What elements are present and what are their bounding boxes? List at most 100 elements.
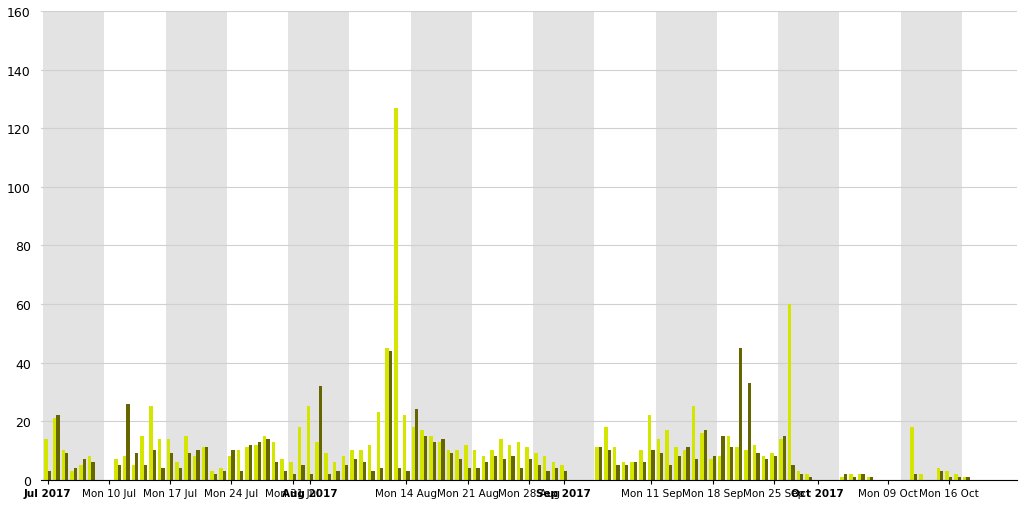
Bar xyxy=(158,439,162,480)
Bar xyxy=(622,462,625,480)
Bar xyxy=(74,468,77,480)
Bar xyxy=(703,430,708,480)
Bar xyxy=(730,447,733,480)
Bar xyxy=(205,447,208,480)
Bar xyxy=(788,305,792,480)
Bar xyxy=(727,436,730,480)
Bar xyxy=(954,474,957,480)
Bar xyxy=(336,471,340,480)
Bar xyxy=(118,465,121,480)
Bar xyxy=(535,453,538,480)
Bar xyxy=(464,445,468,480)
Bar xyxy=(655,12,717,480)
Bar xyxy=(853,477,856,480)
Bar xyxy=(757,453,760,480)
Bar xyxy=(485,462,488,480)
Bar xyxy=(735,447,738,480)
Bar xyxy=(202,447,205,480)
Bar xyxy=(175,462,179,480)
Bar xyxy=(389,351,392,480)
Bar xyxy=(669,465,672,480)
Bar xyxy=(674,447,678,480)
Bar xyxy=(666,430,669,480)
Bar xyxy=(490,450,494,480)
Bar xyxy=(660,453,664,480)
Bar xyxy=(421,430,424,480)
Bar xyxy=(342,457,345,480)
Bar xyxy=(920,474,923,480)
Bar xyxy=(456,450,459,480)
Bar xyxy=(187,453,190,480)
Bar xyxy=(162,468,165,480)
Bar xyxy=(61,450,66,480)
Bar xyxy=(354,460,357,480)
Bar xyxy=(47,471,51,480)
Bar xyxy=(940,471,943,480)
Bar xyxy=(738,348,742,480)
Bar xyxy=(538,465,541,480)
Bar xyxy=(71,471,74,480)
Bar xyxy=(656,439,660,480)
Bar xyxy=(552,462,555,480)
Bar xyxy=(861,474,864,480)
Bar xyxy=(179,468,182,480)
Bar xyxy=(254,445,258,480)
Bar xyxy=(543,457,546,480)
Bar xyxy=(517,442,520,480)
Bar xyxy=(115,460,118,480)
Bar xyxy=(293,474,296,480)
Bar xyxy=(350,450,354,480)
Bar xyxy=(686,447,689,480)
Bar xyxy=(237,450,240,480)
Bar xyxy=(809,477,812,480)
Bar xyxy=(858,474,861,480)
Bar xyxy=(806,474,809,480)
Bar xyxy=(79,465,83,480)
Bar xyxy=(718,457,721,480)
Bar xyxy=(511,457,515,480)
Bar xyxy=(153,450,156,480)
Bar xyxy=(301,465,304,480)
Bar xyxy=(599,447,602,480)
Bar xyxy=(648,416,651,480)
Bar xyxy=(528,460,532,480)
Bar xyxy=(368,445,372,480)
Bar xyxy=(500,439,503,480)
Bar xyxy=(476,468,479,480)
Bar xyxy=(228,457,231,480)
Bar xyxy=(412,427,415,480)
Bar xyxy=(126,403,130,480)
Bar xyxy=(957,477,961,480)
Bar xyxy=(411,12,472,480)
Bar xyxy=(604,427,607,480)
Bar xyxy=(446,450,450,480)
Bar xyxy=(596,447,599,480)
Bar xyxy=(258,442,261,480)
Bar xyxy=(949,477,952,480)
Bar xyxy=(625,465,629,480)
Bar xyxy=(307,407,310,480)
Bar xyxy=(849,474,853,480)
Bar xyxy=(394,109,397,480)
Bar xyxy=(197,450,200,480)
Bar xyxy=(385,348,389,480)
Bar xyxy=(249,445,252,480)
Bar xyxy=(397,468,400,480)
Bar xyxy=(710,460,713,480)
Bar xyxy=(765,460,768,480)
Bar xyxy=(481,457,485,480)
Bar xyxy=(744,450,748,480)
Bar xyxy=(424,436,427,480)
Bar xyxy=(438,442,441,480)
Bar xyxy=(170,453,173,480)
Bar xyxy=(866,477,870,480)
Bar xyxy=(240,471,244,480)
Bar xyxy=(678,457,681,480)
Bar xyxy=(534,12,594,480)
Bar xyxy=(143,465,147,480)
Bar xyxy=(770,453,774,480)
Bar xyxy=(473,450,476,480)
Bar xyxy=(520,468,523,480)
Bar xyxy=(44,439,47,480)
Bar xyxy=(214,474,217,480)
